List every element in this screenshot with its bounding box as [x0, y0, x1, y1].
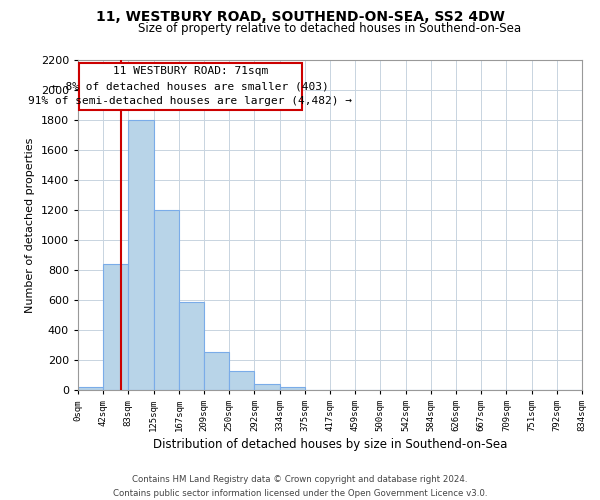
Bar [254, 384, 280, 390]
Text: 11 WESTBURY ROAD: 71sqm
← 8% of detached houses are smaller (403)
91% of semi-de: 11 WESTBURY ROAD: 71sqm ← 8% of detached… [28, 66, 352, 106]
Bar [154, 210, 179, 390]
Bar [179, 302, 205, 390]
Bar [128, 120, 154, 390]
Bar [280, 387, 305, 390]
Bar [205, 352, 229, 390]
FancyBboxPatch shape [79, 63, 302, 110]
X-axis label: Distribution of detached houses by size in Southend-on-Sea: Distribution of detached houses by size … [153, 438, 507, 451]
Text: Contains HM Land Registry data © Crown copyright and database right 2024.
Contai: Contains HM Land Registry data © Crown c… [113, 476, 487, 498]
Bar [103, 264, 128, 390]
Text: 11, WESTBURY ROAD, SOUTHEND-ON-SEA, SS2 4DW: 11, WESTBURY ROAD, SOUTHEND-ON-SEA, SS2 … [95, 10, 505, 24]
Title: Size of property relative to detached houses in Southend-on-Sea: Size of property relative to detached ho… [139, 22, 521, 35]
Bar [78, 387, 103, 390]
Bar [229, 371, 254, 390]
Y-axis label: Number of detached properties: Number of detached properties [25, 138, 35, 312]
